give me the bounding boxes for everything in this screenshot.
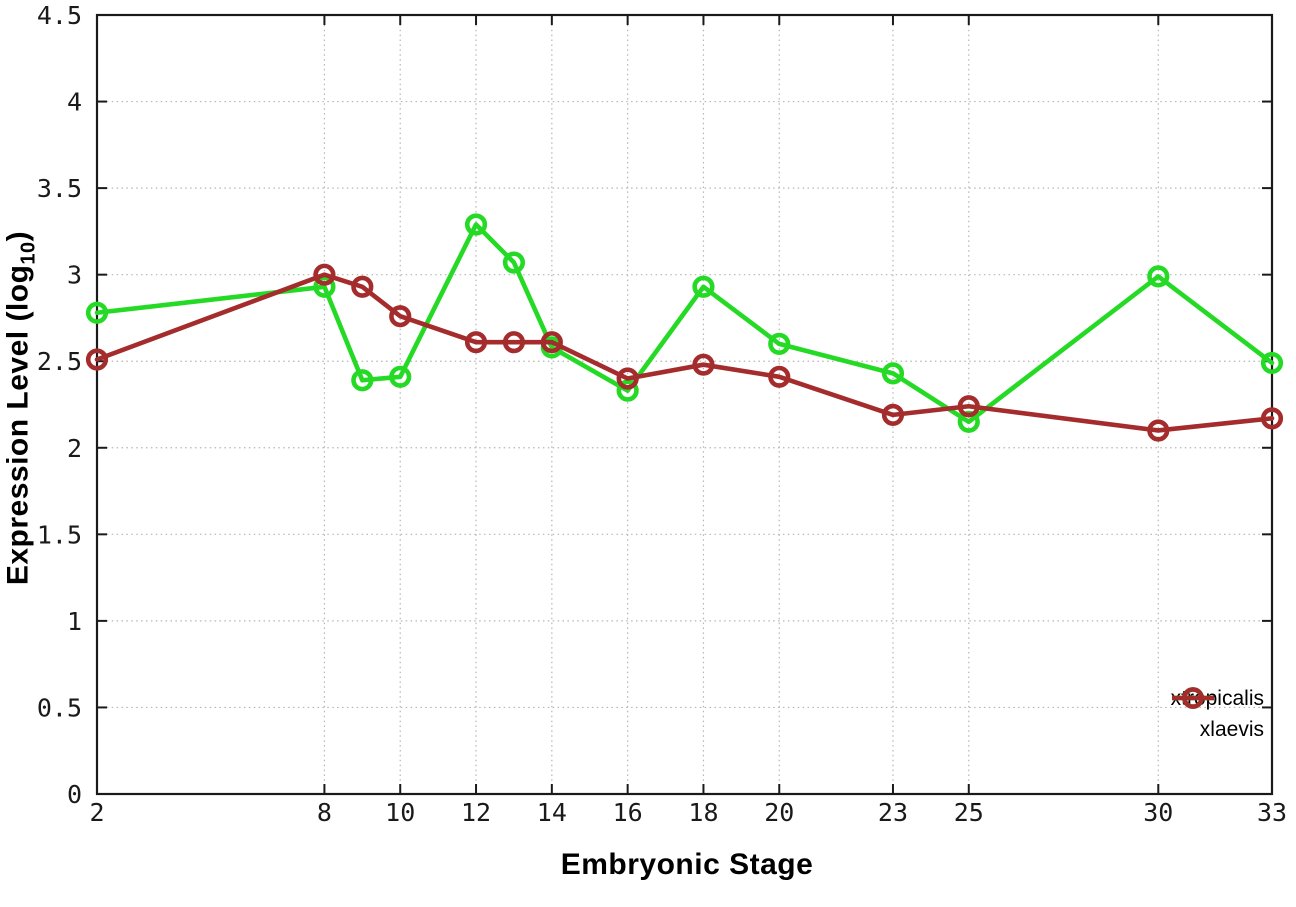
x-tick-label: 25 [954,798,984,827]
marker-xlaevis [616,367,639,390]
y-tick-label: 4.5 [37,1,82,30]
marker-xtropicalis [351,369,374,392]
legend-label-xlaevis: xlaevis [1199,718,1264,741]
y-axis-title-close: ) [1,230,35,242]
x-tick-label: 18 [688,798,718,827]
marker-xlaevis [464,331,488,354]
marker-xlaevis [1260,407,1284,430]
x-tick-label: 2 [89,798,104,827]
series-xtropicalis [85,213,1284,433]
marker-xlaevis [881,403,905,426]
tick-labels: 2 8 10 12 14 16 18 20 23 25 30 33 0 0.5 1 1.5 2 2.5 3 3.5 4 4… [37,1,1287,827]
marker-xtropicalis [1260,351,1284,375]
y-tick-label: 1.5 [37,520,82,549]
x-tick-label: 16 [613,798,643,827]
marker-xlaevis [692,353,715,376]
marker-xtropicalis [881,362,905,385]
legend: xtropicalis xlaevis [1171,685,1264,744]
marker-xlaevis [957,395,980,418]
x-tick-label: 14 [537,798,567,827]
marker-xtropicalis [313,275,336,298]
marker-xtropicalis [502,251,526,274]
y-tick-label: 0 [67,780,82,809]
y-tick-label: 4 [67,88,82,117]
y-tick-label: 3.5 [37,174,82,203]
marker-xlaevis [389,305,412,328]
x-tick-label: 20 [764,798,794,827]
marker-xtropicalis [616,379,639,402]
grid [97,15,1272,794]
y-tick-label: 1 [67,607,82,636]
line-xlaevis [94,272,1275,433]
x-tick-label: 30 [1143,798,1173,827]
marker-xlaevis [540,331,563,354]
x-tick-label: 12 [461,798,491,827]
y-axis-title-text: Expression Level (log [1,264,35,586]
marker-xlaevis [502,331,526,354]
y-axis-title: Expression Level (log10) [2,231,41,585]
marker-xlaevis [1147,419,1170,442]
marker-xtropicalis [389,365,412,388]
legend-marker-xlaevis-icon [1171,687,1214,709]
y-tick-label: 2 [67,434,82,463]
line-xtropicalis [94,222,1275,425]
marker-xtropicalis [692,275,715,298]
marker-xlaevis [351,275,374,298]
marker-xtropicalis [85,301,109,324]
marker-xlaevis [768,365,791,388]
marker-xlaevis [85,348,109,371]
marker-xtropicalis [1147,265,1170,288]
y-tick-label: 2.5 [37,347,82,376]
x-tick-label: 33 [1257,798,1287,827]
marker-xtropicalis [768,332,791,356]
plot-border [95,13,1274,796]
tick-marks [96,14,1273,795]
y-axis-title-subscript: 10 [17,241,40,265]
marker-xlaevis [313,263,336,286]
x-tick-label: 8 [317,798,332,827]
marker-xtropicalis [464,213,488,236]
x-tick-label: 23 [878,798,908,827]
x-tick-label: 10 [385,798,415,827]
y-tick-label: 3 [67,261,82,290]
y-tick-label: 0.5 [37,693,82,722]
legend-row-xlaevis: xlaevis [1171,687,1264,744]
series-xlaevis [85,263,1284,442]
x-axis-title: Embryonic Stage [560,848,814,881]
